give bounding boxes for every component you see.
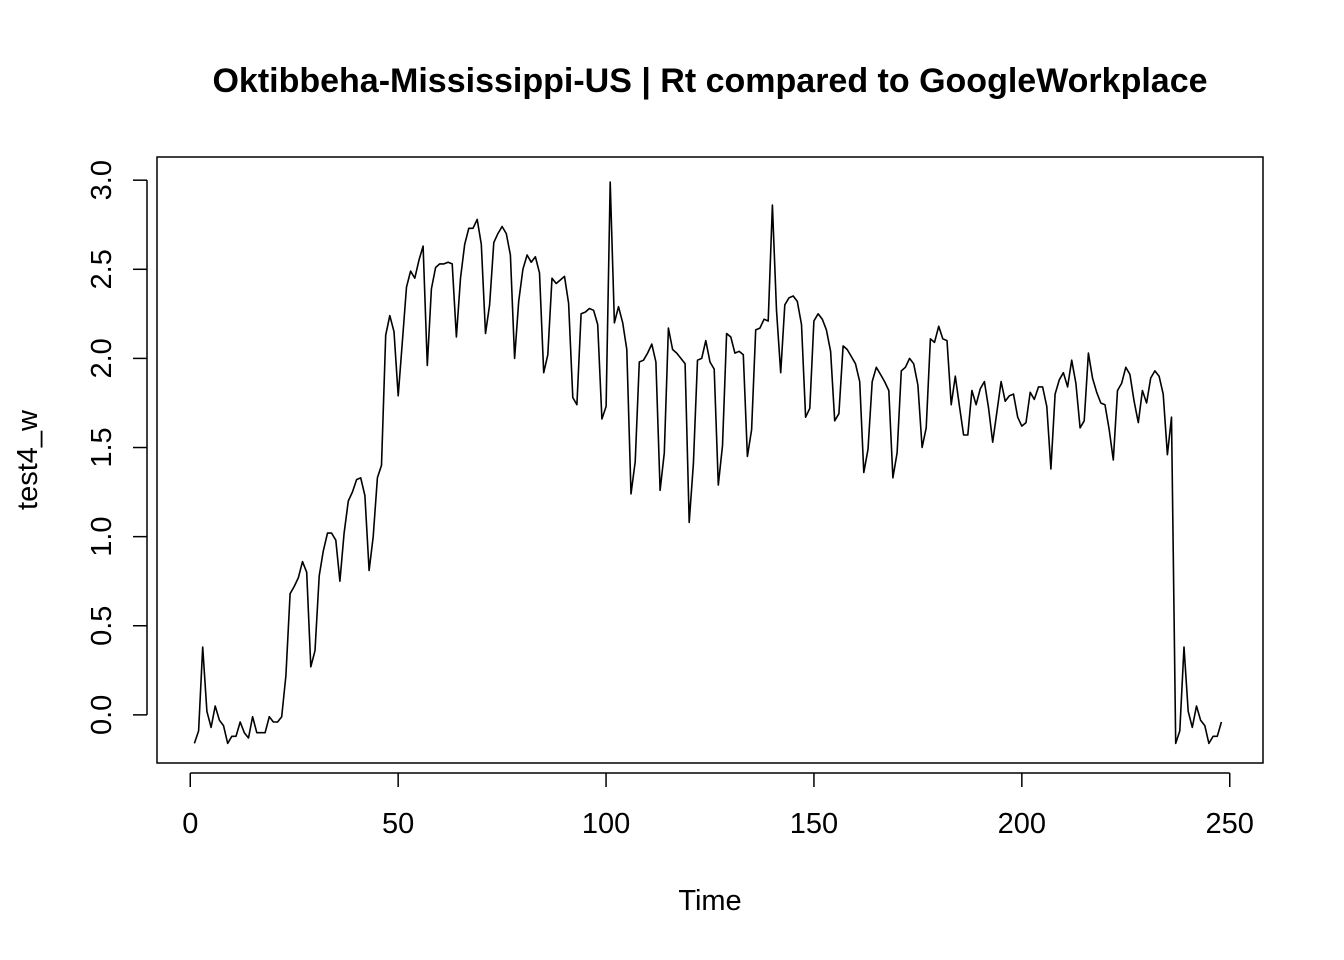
y-tick-label: 0.5 — [86, 606, 118, 646]
y-tick-label: 3.0 — [86, 160, 118, 200]
x-tick-label: 250 — [1206, 808, 1254, 840]
y-axis: 0.0 0.5 1.0 1.5 2.0 2.5 3.0 — [86, 160, 148, 735]
y-tick-label: 1.0 — [86, 516, 118, 556]
y-tick-label: 0.0 — [86, 695, 118, 735]
x-tick-label: 150 — [790, 808, 838, 840]
y-tick-label: 2.0 — [86, 338, 118, 378]
x-tick-label: 200 — [998, 808, 1046, 840]
series-layer — [193, 181, 1223, 745]
x-tick-label: 100 — [582, 808, 630, 840]
x-axis-label: Time — [678, 885, 741, 917]
y-axis-label: test4_w — [12, 409, 44, 510]
series-line-0 — [193, 181, 1223, 745]
x-tick-label: 50 — [382, 808, 414, 840]
x-tick-label: 0 — [182, 808, 198, 840]
y-tick-label: 2.5 — [86, 249, 118, 289]
plot-frame — [156, 156, 1264, 764]
y-tick-label: 1.5 — [86, 427, 118, 467]
chart-title: Oktibbeha-Mississippi-US | Rt compared t… — [212, 62, 1207, 100]
x-axis: 0 50 100 150 200 250 — [182, 772, 1254, 840]
